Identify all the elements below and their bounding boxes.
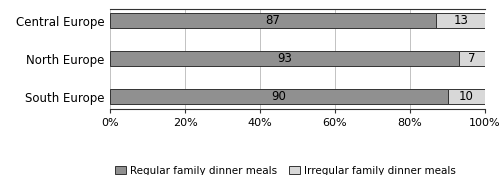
Bar	[459, 51, 485, 66]
Text: 10: 10	[459, 90, 473, 103]
Bar	[110, 51, 459, 66]
Text: 93: 93	[277, 52, 292, 65]
Bar	[448, 89, 485, 104]
Bar	[110, 89, 448, 104]
Text: 13: 13	[453, 14, 468, 27]
Bar	[110, 13, 436, 28]
Text: 90: 90	[272, 90, 286, 103]
Bar	[436, 13, 485, 28]
Legend: Regular family dinner meals, Irregular family dinner meals: Regular family dinner meals, Irregular f…	[115, 166, 456, 175]
Text: 87: 87	[266, 14, 280, 27]
Text: 7: 7	[468, 52, 475, 65]
